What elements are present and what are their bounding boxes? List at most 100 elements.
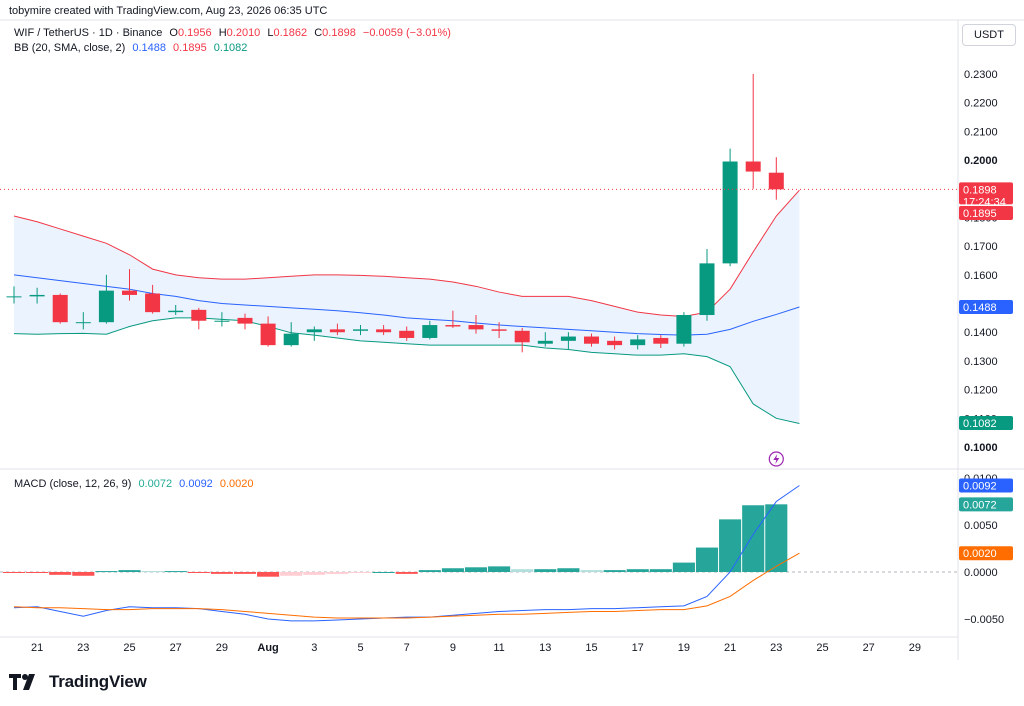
bb-lower-tag: 0.1082 [959,416,1013,430]
candle-body [676,315,692,344]
time-tick-label: 11 [493,642,504,654]
candle-body [630,339,646,346]
candle-body [422,325,438,338]
price-tick-label: 0.1000 [964,442,998,454]
time-tick-label: 21 [31,642,43,654]
macd-line [13,485,800,622]
price-tick-label: 0.2200 [964,98,998,110]
bb-lower-value: 0.1082 [213,42,248,54]
symbol-label[interactable]: WIF / TetherUS · 1D · Binance [14,27,163,39]
macd-histogram-bar [210,572,233,574]
candle-body [75,322,91,324]
macd-histogram-bar [26,572,49,573]
macd-hist-tag-bg [959,497,1013,512]
time-tick-label: 23 [770,642,782,654]
macd-hist-tag: 0.0072 [959,497,1013,512]
macd-pane [0,485,958,622]
bb-label[interactable]: BB (20, SMA, close, 2) [14,42,126,54]
bollinger-band-fill [14,190,800,424]
macd-histogram-bar [649,569,672,572]
candle-body [537,340,553,344]
macd-histogram-bar [49,572,72,575]
candle-body [653,337,669,344]
bb-lower-tag-text: 0.1082 [963,418,997,430]
macd-histogram-bar [326,572,349,574]
price-tick-label: 0.1300 [964,356,998,368]
ohlc-low: L0.1862 [267,27,308,39]
macd-histogram-bar [303,572,326,575]
bollinger-upper-line [13,189,800,317]
macd-histogram-bar [511,569,534,572]
ohlc-open: O0.1956 [169,27,212,39]
bb-upper-value: 0.1895 [173,42,207,54]
tradingview-logo[interactable]: TradingView [9,671,147,693]
candle-body [214,320,230,322]
macd-tick-label: 0.0050 [964,520,998,532]
time-tick-label: 5 [357,642,363,654]
last-price-tag-bg [959,182,1013,205]
macd-hist-value: 0.0072 [138,478,173,490]
macd-signal-value: 0.0020 [219,478,254,490]
time-tick-label: 27 [170,642,182,654]
candle-body [722,161,738,264]
candle-body [306,329,322,333]
macd-histogram-bar [233,572,257,574]
candle-body [376,329,392,333]
macd-label[interactable]: MACD (close, 12, 26, 9) [14,478,132,490]
bb-basis-tag-text: 0.1488 [963,302,997,314]
candle-body [745,161,761,172]
lightning-event-glyph [773,454,780,464]
bb-legend: BB (20, SMA, close, 2) 0.1488 0.1895 0.1… [14,42,251,54]
time-tick-label: 29 [909,642,921,654]
candle-body [122,290,137,295]
time-tick-label: 7 [404,642,410,654]
time-tick-label: 25 [816,642,828,654]
macd-value-tag: 0.0092 [959,478,1013,493]
candle-body [353,329,368,331]
macd-histogram-bar [95,571,118,573]
macd-histogram-bar [257,572,280,577]
time-tick-label: 3 [311,642,317,654]
bollinger-basis-line [13,274,800,336]
macd-histogram-bar [349,572,372,573]
time-tick-label: 27 [863,642,875,654]
macd-histogram-bar [464,567,488,572]
candle-body [191,309,207,321]
bollinger-lower-line [13,317,800,424]
candle-body [699,263,715,316]
chart-credit: tobymire created with TradingView.com, A… [9,5,328,17]
macd-histogram-bar [742,505,765,572]
macd-tick-label: −0.0050 [964,614,1004,626]
macd-histogram-bar [418,570,441,572]
macd-histogram-bar [488,566,511,572]
macd-histogram-bar [626,569,649,572]
time-tick-label: Aug [257,642,278,654]
time-tick-label: 17 [632,642,644,654]
macd-signal-line [13,552,800,619]
candle-body [145,293,161,313]
bb-basis-value: 0.1488 [132,42,166,54]
time-tick-label: 23 [77,642,89,654]
ohlc-legend: WIF / TetherUS · 1D · Binance O0.1956 H0… [14,27,455,39]
macd-histogram-bar [695,547,719,572]
bb-basis-tag: 0.1488 [959,300,1013,314]
last-price-tag-text: 17:24:34 [963,196,1006,208]
time-tick-label: 25 [123,642,135,654]
macd-histogram-bar [765,504,788,572]
price-tick-label: 0.2300 [964,69,998,81]
macd-histogram-bar [603,570,626,572]
candle-body [237,317,253,324]
macd-histogram-bar [672,562,695,572]
ohlc-close: C0.1898 [314,27,356,39]
last-price-tag-text: 0.1898 [963,184,997,196]
time-tick-label: 13 [539,642,551,654]
price-tick-label: 0.2000 [964,155,998,167]
macd-histogram-bar [280,572,303,576]
tradingview-logo-icon [9,674,35,690]
bb-upper-tag-bg [959,206,1013,220]
currency-selector-button[interactable]: USDT [962,24,1016,46]
candle-body [98,290,114,323]
